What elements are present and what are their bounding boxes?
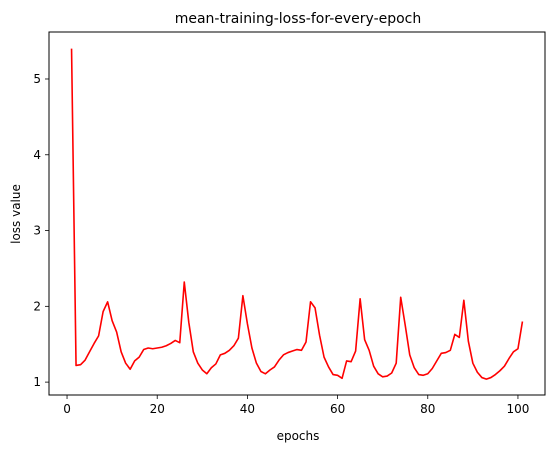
x-tick-label: 80 [420, 402, 435, 416]
y-tick-label: 1 [33, 375, 41, 389]
x-tick-label: 20 [150, 402, 165, 416]
x-axis: 0 20 40 60 80 100 [63, 395, 529, 416]
x-tick-label: 60 [330, 402, 345, 416]
x-tick-label: 0 [63, 402, 71, 416]
x-tick-label: 40 [240, 402, 255, 416]
plot-area [70, 48, 524, 380]
y-tick-label: 5 [33, 72, 41, 86]
x-axis-label: epochs [277, 429, 320, 443]
x-tick-label: 100 [506, 402, 529, 416]
y-axis-label: loss value [9, 184, 23, 244]
chart-title: mean-training-loss-for-every-epoch [175, 11, 422, 27]
y-tick-label: 4 [33, 148, 41, 162]
y-axis: 1 2 3 4 5 [33, 72, 49, 389]
series-line-0 [70, 48, 524, 380]
y-tick-label: 2 [33, 299, 41, 313]
plot-frame [48, 31, 546, 396]
y-tick-label: 3 [33, 224, 41, 238]
